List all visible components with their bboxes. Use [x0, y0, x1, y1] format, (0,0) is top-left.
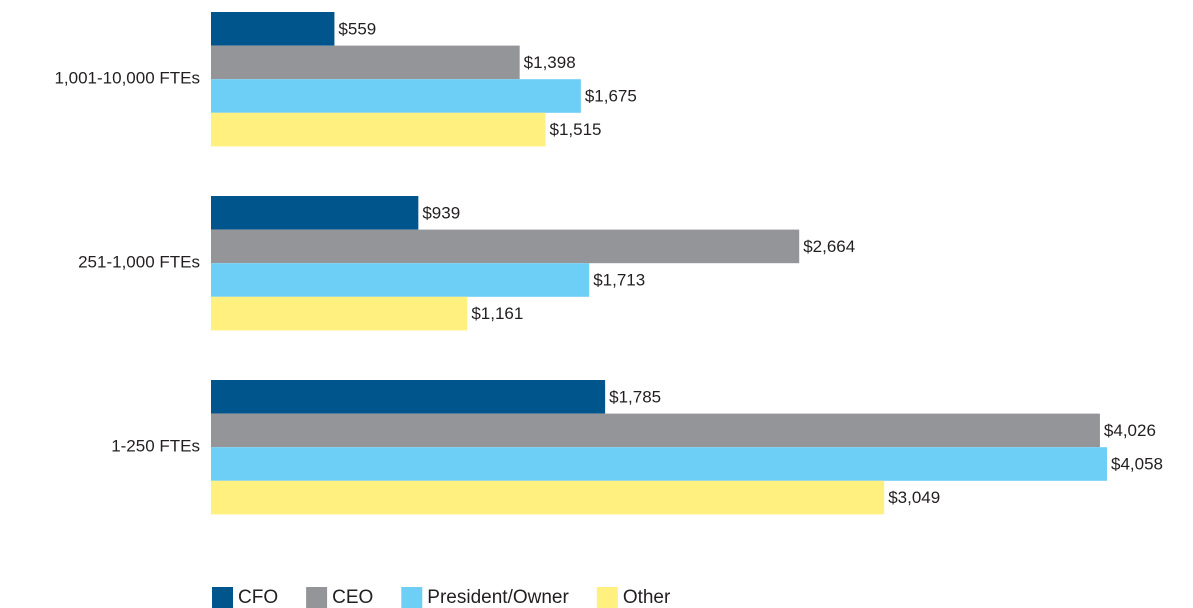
legend-label: Other: [623, 587, 671, 608]
value-label: $1,515: [550, 120, 602, 139]
value-label: $1,161: [471, 304, 523, 323]
bar: [211, 480, 885, 515]
bar: [211, 447, 1107, 481]
legend-label: CFO: [238, 587, 278, 608]
legend-label: CEO: [332, 587, 373, 608]
value-label: $1,398: [524, 53, 576, 72]
category-label: 251-1,000 FTEs: [78, 253, 200, 272]
legend-swatch: [596, 587, 618, 608]
value-label: $1,785: [609, 387, 661, 406]
value-label: $4,026: [1104, 421, 1156, 440]
legend-label: President/Owner: [427, 587, 569, 608]
category-label: 1,001-10,000 FTEs: [54, 69, 200, 88]
legend-swatch: [306, 587, 328, 608]
value-label: $4,058: [1111, 454, 1163, 473]
bar: [211, 296, 468, 331]
bar: [211, 229, 800, 264]
value-label: $1,675: [585, 86, 637, 105]
legend-swatch: [212, 587, 233, 608]
bar: [211, 79, 581, 113]
bar: [211, 12, 335, 46]
bar: [211, 380, 606, 414]
bar: [211, 263, 590, 297]
bar: [211, 196, 419, 230]
bar: [211, 45, 520, 80]
bar: [211, 112, 546, 147]
value-label: $2,664: [803, 237, 855, 256]
category-label: 1-250 FTEs: [111, 437, 200, 456]
legend-swatch: [401, 587, 423, 608]
value-label: $1,713: [593, 270, 645, 289]
value-label: $939: [422, 203, 460, 222]
value-label: $559: [338, 19, 376, 38]
value-label: $3,049: [888, 488, 940, 507]
bar: [211, 413, 1100, 448]
